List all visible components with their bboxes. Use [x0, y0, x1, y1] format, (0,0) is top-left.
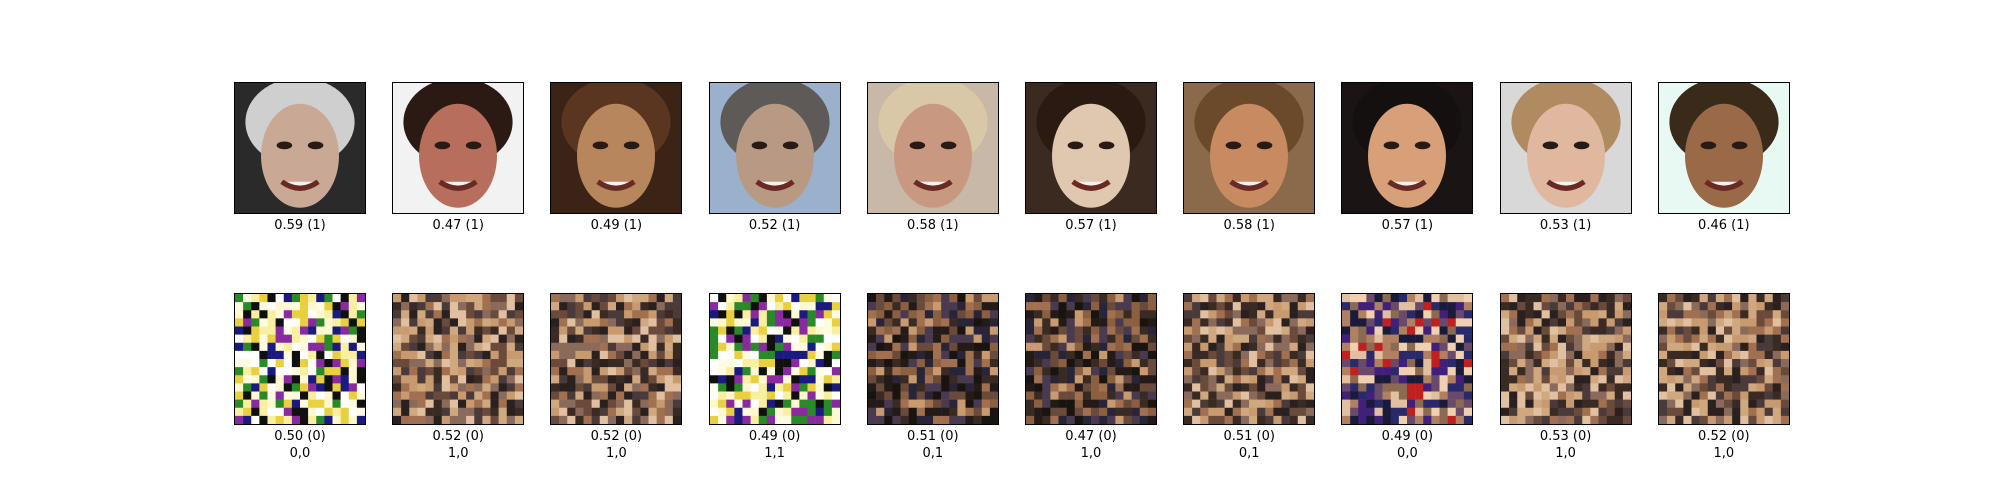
score-label: 0.58 (1) [907, 218, 959, 233]
face-photo [1657, 82, 1790, 214]
code-label: 1,0 [447, 446, 469, 461]
code-label: 0,0 [1397, 446, 1418, 461]
score-label: 0.47 (1) [432, 218, 484, 233]
score-label: 0.52 (1) [748, 218, 801, 233]
code-label: 1,0 [1713, 446, 1735, 461]
code-label: 1,1 [764, 446, 785, 461]
code-label: 0,1 [1238, 446, 1260, 461]
face-photo [550, 82, 683, 214]
score-label: 0.57 (1) [1065, 218, 1117, 233]
score-label: 0.52 (0) [432, 429, 484, 444]
score-label: 0.52 (0) [590, 429, 643, 444]
score-label: 0.58 (1) [1223, 218, 1275, 233]
generated-face-image [1183, 293, 1316, 425]
generated-face-image [708, 293, 841, 425]
face-photo [1183, 82, 1316, 214]
generated-face-image [1025, 293, 1157, 425]
generated-face-image [866, 293, 999, 425]
score-label: 0.49 (0) [1381, 429, 1434, 444]
score-label: 0.53 (1) [1539, 218, 1592, 233]
score-label: 0.57 (1) [1381, 218, 1434, 233]
face-photo [866, 82, 999, 214]
code-label: 0,1 [922, 446, 944, 461]
score-label: 0.49 (0) [748, 429, 801, 444]
code-label: 1,0 [606, 446, 627, 461]
score-label: 0.49 (1) [590, 218, 643, 233]
generated-face-image [234, 293, 366, 425]
face-photo [1341, 82, 1474, 214]
face-photo [708, 82, 841, 214]
generated-face-image [1499, 293, 1632, 425]
code-label: 1,0 [1555, 446, 1576, 461]
score-label: 0.53 (0) [1539, 429, 1592, 444]
face-photo [1499, 82, 1632, 214]
code-label: 0,0 [289, 446, 311, 461]
score-label: 0.51 (0) [907, 429, 959, 444]
face-photo [392, 82, 525, 214]
generated-face-image [550, 293, 683, 425]
score-label: 0.50 (0) [274, 429, 326, 444]
score-label: 0.51 (0) [1223, 429, 1275, 444]
face-photo [234, 82, 366, 214]
score-label: 0.46 (1) [1698, 218, 1750, 233]
score-label: 0.47 (0) [1065, 429, 1117, 444]
generated-face-image [1657, 293, 1790, 425]
generated-face-image [392, 293, 525, 425]
score-label: 0.52 (0) [1698, 429, 1750, 444]
code-label: 1,0 [1080, 446, 1102, 461]
face-photo [1025, 82, 1157, 214]
score-label: 0.59 (1) [274, 218, 326, 233]
generated-face-image [1341, 293, 1474, 425]
